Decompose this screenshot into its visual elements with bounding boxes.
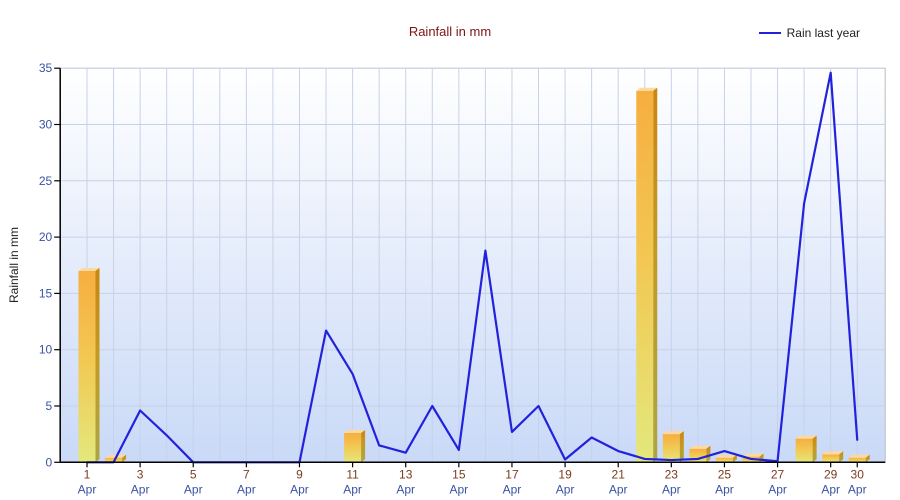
- svg-text:15: 15: [452, 467, 466, 481]
- svg-text:9: 9: [296, 467, 303, 481]
- svg-text:Apr: Apr: [662, 482, 681, 496]
- svg-text:27: 27: [771, 467, 785, 481]
- svg-text:Apr: Apr: [715, 482, 734, 496]
- svg-text:20: 20: [39, 230, 53, 244]
- svg-text:5: 5: [190, 467, 197, 481]
- svg-text:Apr: Apr: [609, 482, 628, 496]
- svg-text:7: 7: [243, 467, 250, 481]
- svg-text:5: 5: [46, 399, 53, 413]
- svg-text:Apr: Apr: [768, 482, 787, 496]
- svg-text:Apr: Apr: [821, 482, 840, 496]
- svg-text:25: 25: [39, 174, 53, 188]
- svg-text:30: 30: [39, 118, 53, 132]
- svg-text:17: 17: [505, 467, 519, 481]
- svg-text:Apr: Apr: [131, 482, 150, 496]
- svg-text:25: 25: [718, 467, 732, 481]
- svg-text:Apr: Apr: [449, 482, 468, 496]
- svg-text:10: 10: [39, 343, 53, 357]
- svg-text:11: 11: [346, 467, 359, 481]
- svg-text:30: 30: [851, 467, 865, 481]
- svg-text:1: 1: [84, 467, 91, 481]
- svg-text:35: 35: [39, 61, 53, 75]
- svg-text:15: 15: [39, 286, 53, 300]
- svg-text:Apr: Apr: [78, 482, 97, 496]
- svg-text:Apr: Apr: [503, 482, 522, 496]
- svg-text:29: 29: [824, 467, 838, 481]
- svg-text:Apr: Apr: [343, 482, 362, 496]
- svg-text:Apr: Apr: [184, 482, 203, 496]
- svg-text:23: 23: [665, 467, 679, 481]
- svg-text:21: 21: [612, 467, 626, 481]
- svg-text:Apr: Apr: [237, 482, 256, 496]
- svg-text:Apr: Apr: [396, 482, 415, 496]
- svg-text:19: 19: [558, 467, 572, 481]
- svg-text:3: 3: [137, 467, 144, 481]
- svg-text:Apr: Apr: [848, 482, 867, 496]
- svg-text:Apr: Apr: [556, 482, 575, 496]
- svg-text:Apr: Apr: [290, 482, 309, 496]
- svg-text:0: 0: [46, 455, 53, 469]
- svg-text:13: 13: [399, 467, 413, 481]
